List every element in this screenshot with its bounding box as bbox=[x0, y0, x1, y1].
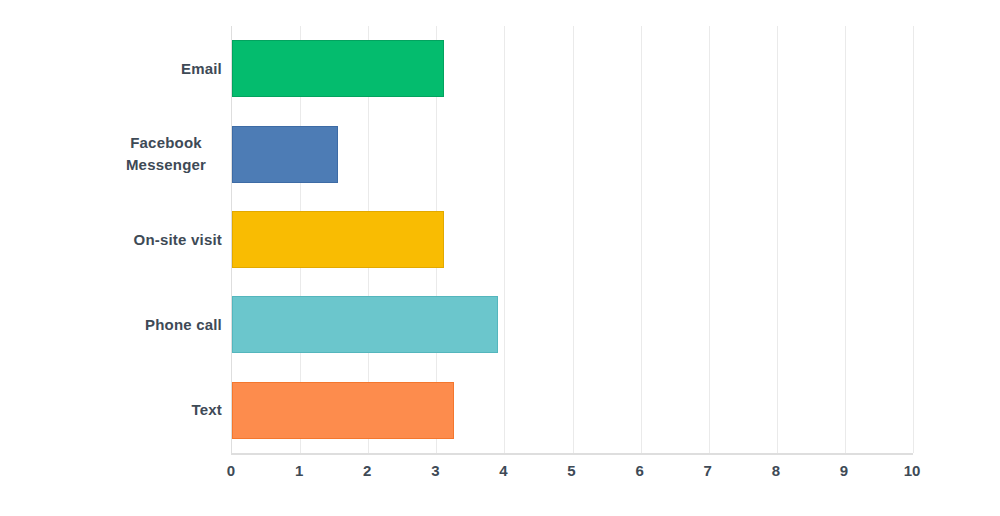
x-axis-tick-label: 2 bbox=[363, 462, 371, 479]
gridline bbox=[709, 26, 710, 453]
gridline bbox=[573, 26, 574, 453]
bar-chart: 0 1 2 3 4 5 6 7 8 9 10 Email Facebook Messenger On-si… bbox=[0, 0, 1000, 516]
x-axis-tick-label: 4 bbox=[499, 462, 507, 479]
bar-phone-call bbox=[232, 296, 498, 353]
bar-email bbox=[232, 40, 444, 97]
x-axis-tick-label: 1 bbox=[295, 462, 303, 479]
category-label: Facebook Messenger bbox=[110, 132, 222, 176]
x-axis-tick-label: 0 bbox=[227, 462, 235, 479]
gridline bbox=[777, 26, 778, 453]
x-axis-tick-label: 5 bbox=[567, 462, 575, 479]
x-axis-tick-label: 3 bbox=[431, 462, 439, 479]
category-label: Email bbox=[181, 58, 222, 80]
gridline bbox=[845, 26, 846, 453]
bar-on-site-visit bbox=[232, 211, 444, 268]
plot-area bbox=[231, 26, 913, 455]
bar-text bbox=[232, 382, 454, 439]
gridline bbox=[504, 26, 505, 453]
category-label: Text bbox=[191, 399, 222, 421]
x-axis-tick-label: 10 bbox=[904, 462, 921, 479]
category-label: Phone call bbox=[145, 314, 222, 336]
x-axis-tick-label: 9 bbox=[840, 462, 848, 479]
gridline bbox=[641, 26, 642, 453]
gridline bbox=[913, 26, 914, 453]
x-axis-tick-label: 7 bbox=[704, 462, 712, 479]
x-axis-tick-label: 8 bbox=[772, 462, 780, 479]
bar-facebook-messenger bbox=[232, 126, 338, 183]
x-axis-tick-label: 6 bbox=[635, 462, 643, 479]
category-label: On-site visit bbox=[134, 229, 222, 251]
